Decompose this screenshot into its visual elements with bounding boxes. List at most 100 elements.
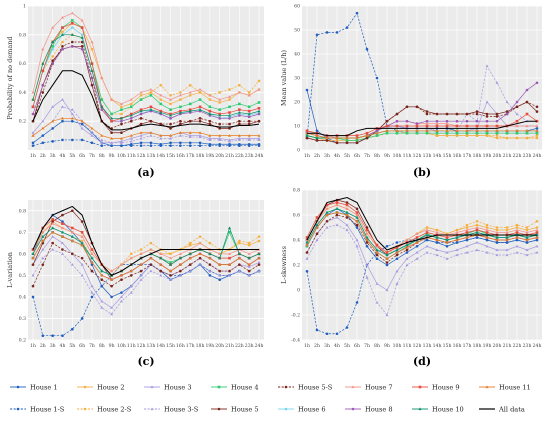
- data-point: [305, 134, 309, 137]
- data-point: [169, 263, 173, 266]
- data-point: [80, 243, 84, 247]
- x-tick-label: 15h: [166, 153, 175, 159]
- data-point: [237, 90, 241, 94]
- series-line: [32, 19, 260, 115]
- x-tick-label: 23h: [523, 153, 532, 159]
- data-point: [525, 230, 529, 234]
- x-tick-label: 18h: [473, 343, 482, 349]
- data-point: [228, 269, 231, 273]
- data-point: [525, 88, 529, 92]
- data-point: [179, 105, 182, 109]
- data-point: [228, 226, 232, 230]
- series-house-7: [31, 11, 261, 106]
- data-point: [535, 238, 539, 242]
- data-point: [100, 273, 104, 277]
- x-tick-label: 17h: [463, 343, 472, 349]
- data-point: [51, 235, 55, 238]
- data-point: [149, 87, 153, 91]
- data-point: [188, 241, 192, 245]
- data-point: [51, 119, 55, 123]
- data-point: [445, 122, 449, 125]
- data-point: [257, 144, 261, 147]
- data-point: [139, 122, 143, 126]
- data-point: [495, 248, 499, 252]
- data-point: [61, 26, 64, 29]
- x-tick-label: 5h: [69, 343, 75, 349]
- data-point: [247, 122, 251, 126]
- data-point: [335, 223, 339, 227]
- data-point: [149, 119, 153, 123]
- data-point: [198, 144, 202, 147]
- data-point: [465, 119, 469, 123]
- data-point: [355, 244, 359, 248]
- data-point: [485, 134, 489, 137]
- data-point: [257, 235, 261, 238]
- data-point: [139, 273, 143, 277]
- data-point: [119, 102, 123, 106]
- data-point: [198, 105, 202, 109]
- data-point: [208, 112, 212, 116]
- data-point: [405, 263, 409, 267]
- data-point: [415, 105, 419, 109]
- x-tick-label: 11h: [127, 153, 136, 159]
- x-tick-label: 21h: [503, 153, 512, 159]
- series-line: [306, 217, 538, 291]
- legend-marker: [485, 385, 489, 389]
- panel-1: 0 10 20 30 40 50 60 1h 2h 3h 4h 5h 6h 7h 8h 9h 10h 11h 12h…: [280, 4, 542, 179]
- data-point: [257, 134, 261, 137]
- data-point: [455, 119, 459, 123]
- y-tick-label: 50: [294, 28, 300, 34]
- x-tick-label: 9h: [109, 343, 115, 349]
- data-point: [325, 225, 329, 229]
- data-point: [119, 295, 123, 299]
- data-point: [228, 113, 232, 117]
- data-point: [169, 108, 172, 111]
- panel-3: -0.4-0.200.20.40.60.81h 2h 3h 4h 5h 6h 7h 8h 9h 1…: [280, 188, 542, 368]
- data-point: [375, 250, 379, 254]
- x-tick-label: 12h: [413, 343, 422, 349]
- data-point: [228, 111, 231, 114]
- data-point: [129, 144, 133, 147]
- panel-label: (d): [413, 355, 431, 368]
- data-point: [415, 124, 419, 128]
- data-point: [218, 98, 222, 101]
- data-point: [139, 93, 143, 97]
- data-point: [139, 90, 143, 94]
- legend-label: House 3-S: [164, 405, 199, 413]
- data-point: [51, 127, 54, 130]
- data-point: [188, 263, 192, 266]
- data-point: [345, 213, 349, 217]
- data-point: [51, 47, 54, 51]
- data-point: [188, 135, 192, 139]
- data-point: [228, 231, 231, 234]
- data-point: [485, 119, 489, 123]
- data-point: [70, 230, 74, 234]
- series-house-1-s: [31, 138, 261, 147]
- data-point: [505, 235, 509, 239]
- data-point: [495, 124, 499, 128]
- data-point: [475, 236, 479, 239]
- data-point: [51, 45, 54, 48]
- data-point: [425, 124, 429, 128]
- data-point: [31, 112, 35, 116]
- legend-label: House 2-S: [97, 405, 132, 413]
- data-point: [405, 257, 409, 260]
- data-point: [345, 326, 349, 329]
- data-point: [425, 250, 429, 254]
- series-line: [32, 99, 259, 144]
- data-point: [51, 105, 55, 108]
- data-point: [455, 129, 459, 132]
- x-tick-label: 10h: [393, 153, 402, 159]
- data-point: [100, 141, 104, 144]
- y-tick-label: 0.8: [19, 32, 26, 38]
- data-point: [120, 144, 123, 147]
- data-point: [395, 248, 399, 252]
- data-point: [90, 126, 94, 130]
- data-point: [425, 129, 429, 132]
- y-tick-label: 0.7: [19, 230, 26, 236]
- x-tick-label: 24h: [533, 153, 542, 159]
- data-point: [475, 134, 479, 137]
- data-point: [31, 131, 35, 134]
- x-tick-label: 6h: [79, 153, 85, 159]
